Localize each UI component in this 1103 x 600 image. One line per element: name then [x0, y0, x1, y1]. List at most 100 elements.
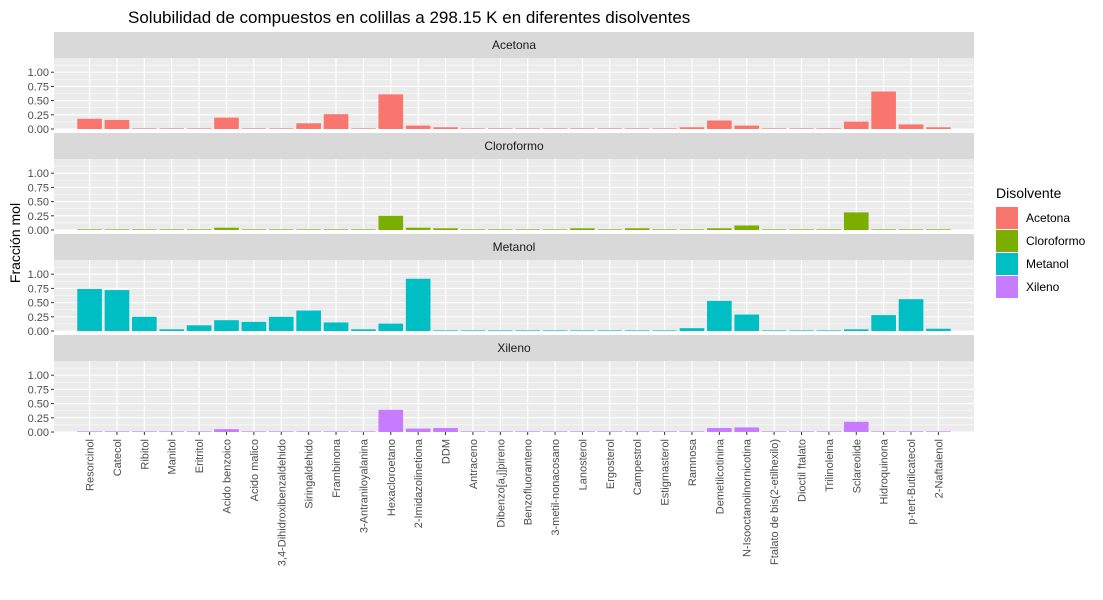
bar-metanol-hexacloroetano [378, 323, 404, 331]
bar-metanol-benzofluoranteno [515, 330, 541, 331]
bar-metanol-ddm [433, 330, 458, 331]
facet-strip-label-xileno: Xileno [497, 341, 531, 355]
bar-cloroformo-benzofluoranteno [515, 229, 541, 230]
bar-metanol-p-tert-butilcatecol [898, 299, 924, 331]
bar-cloroformo-lanosterol [570, 228, 595, 230]
bar-xileno-catecol [104, 431, 130, 432]
bar-metanol-ergosterol [597, 330, 623, 331]
y-tick-label: 0.75 [28, 182, 49, 194]
bar-xileno-acido-malico [241, 431, 267, 432]
legend-key-acetona [996, 207, 1018, 229]
bar-acetona-ramnosa [679, 127, 705, 129]
y-tick-label: 0.50 [28, 197, 49, 209]
bar-xileno-siringaldehido [296, 431, 321, 432]
bar-acetona-3-4-dihidroxibenzaldehido [268, 128, 294, 129]
bar-cloroformo-ddm [433, 228, 458, 230]
bar-cloroformo-3-4-dihidroxibenzaldehido [268, 229, 294, 230]
bar-cloroformo-catecol [104, 229, 130, 230]
bar-acetona-resorcinol [77, 118, 102, 129]
legend-title: Disolvente [996, 185, 1062, 201]
x-tick-label-acido-malico: Acido malico [249, 439, 261, 501]
y-tick-label: 1.00 [28, 67, 49, 79]
bar-cloroformo-estigmasterol [652, 229, 677, 230]
x-tick-label-trilinoleina: Trilinoleina [824, 438, 836, 492]
legend-key-metanol [996, 253, 1018, 275]
facet-strip-metanol [54, 234, 974, 260]
bar-metanol-acido-malico [241, 321, 267, 331]
bar-metanol-demetilcotinina [707, 300, 732, 331]
x-tick-label-sclareolide: Sclareolide [851, 439, 863, 493]
bar-metanol-2-imidazolinetiona [405, 278, 431, 331]
x-tick-label-acido-benzoico: Acido benzoico [222, 439, 234, 514]
bar-acetona-dioctil-ftalato [789, 128, 814, 129]
bar-acetona-p-tert-butilcatecol [898, 124, 924, 129]
bar-acetona-lanosterol [570, 128, 595, 129]
bar-metanol-2-naftalenol [926, 328, 951, 331]
bar-cloroformo-manitol [159, 229, 185, 230]
bar-xileno-ribitol [132, 431, 157, 432]
bar-xileno-resorcinol [77, 431, 102, 432]
y-tick-label: 0.50 [28, 298, 49, 310]
bar-cloroformo-sclareolide [843, 212, 869, 230]
x-tick-label-3-metil-nonacosano: 3-metil-nonacosano [550, 439, 562, 536]
bar-cloroformo-p-tert-butilcatecol [898, 229, 924, 230]
bar-xileno-n-isooctanoilnornicotina [734, 427, 760, 432]
x-tick-label-frambinona: Frambinona [331, 438, 343, 498]
x-tick-label-ergosterol: Ergosterol [605, 439, 617, 489]
bar-cloroformo-3-antraniloyalanina [351, 229, 376, 230]
y-tick-label: 0.25 [28, 211, 49, 223]
bar-acetona-antraceno [460, 128, 486, 129]
bar-acetona-eritritol [186, 128, 212, 129]
bar-cloroformo-trilinoleina [816, 229, 842, 230]
facet-strip-xileno [54, 335, 974, 361]
facet-strip-label-metanol: Metanol [493, 240, 536, 254]
y-tick-label: 0.25 [28, 312, 49, 324]
bar-cloroformo-hexacloroetano [378, 215, 404, 230]
x-tick-label-campestrol: Campestrol [632, 439, 644, 495]
bar-metanol-ribitol [132, 316, 157, 331]
x-tick-label-hexacloroetano: Hexacloroetano [386, 439, 398, 516]
bar-xileno-2-naftalenol [926, 431, 951, 432]
facet-xileno: Xileno 0.00 0.25 0.50 0.75 1.00 [28, 335, 974, 439]
bar-cloroformo-3-metil-nonacosano [542, 229, 568, 230]
x-tick-label-n-isooctanoilnornicotina: N-Isooctanoilnornicotina [742, 438, 754, 557]
bar-acetona-manitol [159, 128, 185, 129]
x-tick-label-demetilcotinina: Demetilcotinina [714, 438, 726, 514]
x-tick-label-p-tert-butilcatecol: p-tert-Butilcatecol [906, 439, 918, 525]
y-tick-label: 1.00 [28, 168, 49, 180]
bar-acetona-acido-malico [241, 128, 267, 129]
y-tick-label: 0.50 [28, 96, 49, 108]
legend-key-xileno [996, 276, 1018, 298]
bar-metanol-frambinona [323, 322, 349, 331]
facet-strip-cloroformo [54, 133, 974, 159]
bar-acetona-sclareolide [843, 121, 869, 129]
x-tick-label-ribitol: Ribitol [139, 439, 151, 470]
x-tick-label-ddm: DDM [441, 439, 453, 464]
x-tick-label-eritritol: Eritritol [194, 439, 206, 473]
bar-xileno-frambinona [323, 431, 349, 432]
bar-cloroformo-dibenzo-a-j-pireno [487, 229, 513, 230]
bar-acetona-benzofluoranteno [515, 128, 541, 129]
bar-xileno-demetilcotinina [707, 428, 732, 432]
bar-metanol-campestrol [624, 330, 650, 331]
legend-key-cloroformo [996, 230, 1018, 252]
bar-cloroformo-n-isooctanoilnornicotina [734, 225, 760, 230]
bar-xileno-ddm [433, 428, 458, 432]
bar-xileno-ftalato-de-bis-2-etilhexilo [761, 431, 787, 432]
bar-cloroformo-dioctil-ftalato [789, 229, 814, 230]
bar-cloroformo-acido-benzoico [214, 227, 239, 230]
bar-metanol-dibenzo-a-j-pireno [487, 330, 513, 331]
bar-acetona-catecol [104, 119, 130, 129]
x-tick-label-3-antraniloyalanina: 3-Antraniloyalanina [358, 438, 370, 533]
x-tick-label-dibenzo-a-j-pireno: Dibenzo[a,j]pireno [495, 439, 507, 528]
bar-acetona-3-antraniloyalanina [351, 128, 376, 129]
bar-acetona-2-imidazolinetiona [405, 125, 431, 129]
y-tick-label: 1.00 [28, 370, 49, 382]
bar-acetona-dibenzo-a-j-pireno [487, 128, 513, 129]
bar-cloroformo-ergosterol [597, 229, 623, 230]
bar-cloroformo-hidroquinona [871, 229, 896, 230]
bar-acetona-siringaldehido [296, 123, 321, 129]
bar-xileno-benzofluoranteno [515, 431, 541, 432]
x-tick-label-2-naftalenol: 2-Naftalenol [933, 439, 945, 498]
